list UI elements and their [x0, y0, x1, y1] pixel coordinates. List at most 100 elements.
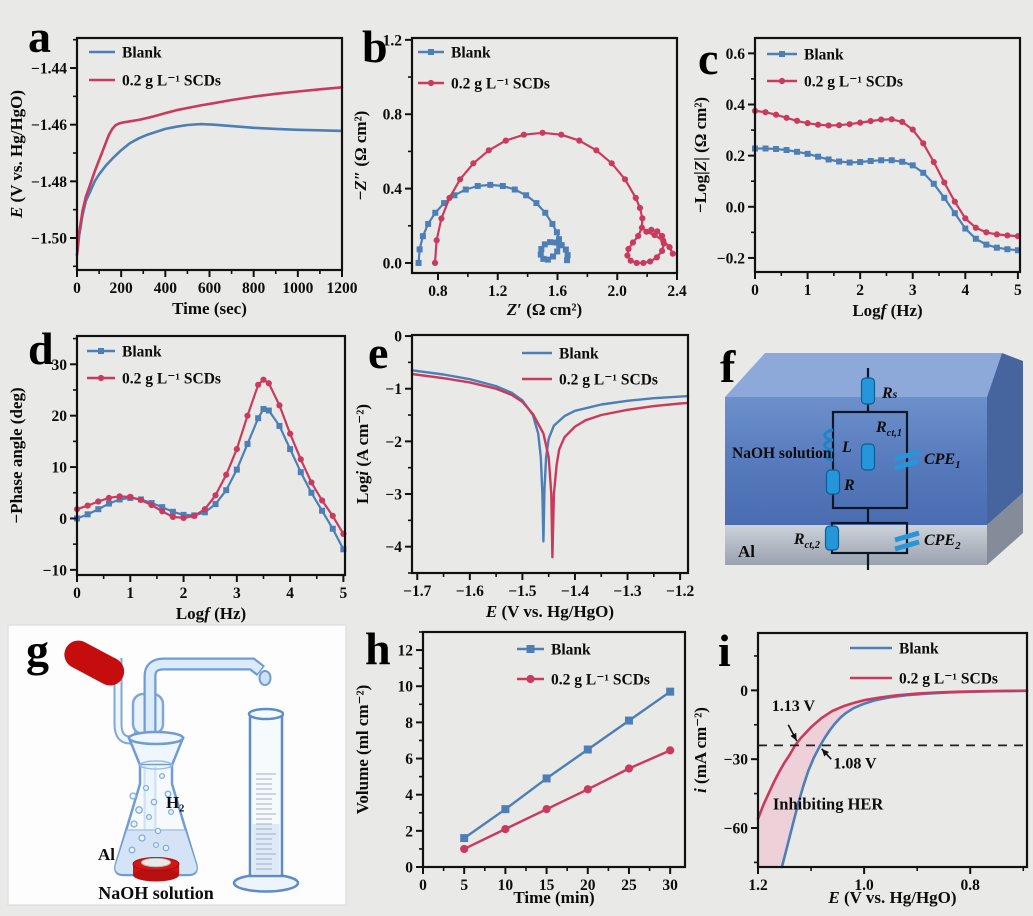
- x-tick-label: −1.3: [613, 583, 641, 600]
- panel-c: c 0 1 2 3 4 5 −0.2 0.0 0.2 0.4 0.6 Logf (Hz) −Log|Z|…: [691, 6, 1033, 321]
- y-axis: 0 −1 −2 −3 −4: [385, 329, 412, 574]
- panel-letter-g: g: [26, 625, 49, 676]
- plot-frame: [410, 333, 690, 575]
- x-tick-label: 0: [73, 585, 81, 602]
- panel-letter-i: i: [718, 625, 731, 676]
- panel-a: a 0 200 400 600 800 1000 1200 −1.44 −1.46 −1.48 −1…: [6, 6, 358, 319]
- chart-h2-volume: 0 5 10 15 20 25 30 0 2 4 6 8 10 12 Time (min) Volume (m…: [353, 630, 687, 907]
- graduated-cylinder: [232, 707, 300, 893]
- cpe1-icon: [894, 449, 920, 462]
- label-h2: H₂: [166, 793, 184, 812]
- y-tick-label: −0.2: [717, 250, 745, 267]
- x-tick-label: −1.6: [456, 583, 484, 600]
- x-tick-label: 1.6: [548, 283, 568, 300]
- x-tick-label: 2.4: [667, 283, 687, 300]
- box-right-face: [987, 353, 1023, 525]
- chart-her: 1.2 1.0 0.8 0 −30 −60 E (V vs. Hg/HgO) i (mA cm…: [691, 631, 1029, 907]
- panel-d: d 0 1 2 3 4 5 −10 0 10 20 30 Logf (Hz) −Phase angle …: [6, 312, 350, 624]
- x-tick-label: −1.2: [666, 583, 694, 600]
- x-tick-label: 1: [126, 585, 134, 602]
- x-axis: 0 1 2 3 4 5: [751, 272, 1022, 299]
- y-axis: 0 2 4 6 8 10 12: [398, 631, 423, 877]
- y-axis: −0.2 0.0 0.2 0.4 0.6: [717, 46, 755, 267]
- plot-frame: [410, 36, 679, 275]
- plot-frame: [756, 631, 1029, 869]
- delivery-tube: [143, 657, 265, 866]
- x-axis: −1.7 −1.6 −1.5 −1.4 −1.3 −1.2: [403, 573, 694, 600]
- series-blank: [410, 369, 690, 543]
- x-axis-label: Time (min): [513, 888, 594, 907]
- y-tick-label: −10: [43, 562, 68, 579]
- label-naoh: NaOH solution: [98, 883, 214, 903]
- x-tick-label: 1.2: [488, 283, 508, 300]
- x-tick-label: 0.8: [961, 877, 981, 894]
- label-rct2: Rct,2: [793, 531, 821, 551]
- y-tick-label: 0: [405, 860, 413, 877]
- y-tick-label: −4: [385, 539, 402, 556]
- circuit-labels: Rs Rct,1 L R CPE1 Rct,2 CPE2 NaOH soluti…: [732, 385, 961, 561]
- panel-letter-f: f: [720, 341, 736, 392]
- y-tick-label: −30: [724, 752, 749, 769]
- y-tick-label: 0: [59, 511, 67, 528]
- panel-letter-d: d: [28, 323, 54, 374]
- label-al-sample: Al: [98, 845, 115, 864]
- al-slab-front: [725, 525, 987, 565]
- resistor-r: [825, 469, 841, 495]
- y-axis-label: Logi (A cm⁻²): [353, 404, 372, 504]
- x-tick-label: 1000: [282, 280, 313, 297]
- series-scds: [460, 746, 675, 854]
- x-tick-label: 4: [961, 282, 969, 299]
- y-axis-label: −Phase angle (deg): [7, 387, 26, 523]
- panel-letter-h: h: [365, 623, 391, 674]
- y-tick-label: 30: [52, 357, 68, 374]
- resistor-rs: [860, 377, 876, 405]
- x-tick-label: 2: [180, 585, 188, 602]
- x-tick-label: −1.7: [403, 583, 431, 600]
- x-tick-label: 5: [1014, 282, 1022, 299]
- bubbles: [128, 772, 175, 854]
- legend: Blank 0.2 g L⁻¹ SCDs: [767, 47, 903, 91]
- x-tick-label: 10: [498, 877, 514, 894]
- series-blank: [460, 687, 675, 843]
- al-sample: [132, 857, 180, 882]
- cpe-symbols: [894, 449, 920, 552]
- y-tick-label: 0.6: [726, 46, 746, 63]
- apparatus-labels: H₂ Al NaOH solution: [98, 793, 214, 903]
- label-r: R: [843, 477, 855, 494]
- label-rct1: Rct,1: [875, 419, 902, 439]
- panel-e: e −1.7 −1.6 −1.5 −1.4 −1.3 −1.2 0 −1 −2 −3 −4 E (V …: [352, 312, 696, 621]
- resistor-rct2: [824, 525, 840, 551]
- legend-label-blank: Blank: [122, 45, 162, 62]
- y-tick-label: 20: [52, 408, 68, 425]
- x-tick-label: 0.8: [428, 283, 448, 300]
- arrow-head: [821, 748, 830, 757]
- x-tick-label: 200: [110, 280, 134, 297]
- panel-letter-b: b: [362, 21, 388, 72]
- x-axis: 0 200 400 600 800 1000 1200: [73, 270, 358, 297]
- x-tick-label: 2: [856, 282, 864, 299]
- al-slab-right: [987, 493, 1023, 565]
- solution-box: [725, 353, 1023, 565]
- panel-letter-a: a: [28, 11, 51, 62]
- series-scds: [410, 372, 690, 559]
- plot-frame: [421, 630, 687, 869]
- panel-i: i 1.2 1.0 0.8 0 −30 −60 E (V vs. Hg/HgO) i (mA …: [691, 618, 1033, 914]
- y-tick-label: 1.2: [383, 32, 403, 49]
- legend: Blank 0.2 g L⁻¹ SCDs: [522, 346, 658, 389]
- box-front-face: [725, 397, 987, 525]
- y-axis-label: Volume (ml cm⁻²): [353, 685, 372, 815]
- legend-label-blank: Blank: [804, 47, 844, 64]
- label-rs: Rs: [881, 385, 898, 402]
- annotation-text: Inhibiting HER: [773, 795, 885, 814]
- x-axis-label: Logf (Hz): [852, 301, 922, 320]
- x-tick-label: 1.2: [748, 877, 768, 894]
- shaded-band: [758, 690, 1027, 867]
- cpe2-icon: [894, 530, 920, 543]
- legend-label-scds: 0.2 g L⁻¹ SCDs: [899, 671, 998, 688]
- chart-nyquist: 0.8 1.2 1.6 2.0 2.40.00.40.81.2Z′ (Ω cm²)−Z″…: [351, 32, 687, 319]
- panel-letter-e: e: [368, 327, 389, 378]
- chart-bode-phase: 0 1 2 3 4 5 −10 0 10 20 30 Logf (Hz) −Phase angle (d…: [7, 334, 348, 623]
- legend-label-blank: Blank: [551, 642, 591, 659]
- x-tick-label: 5: [340, 585, 348, 602]
- label-l: L: [841, 439, 852, 456]
